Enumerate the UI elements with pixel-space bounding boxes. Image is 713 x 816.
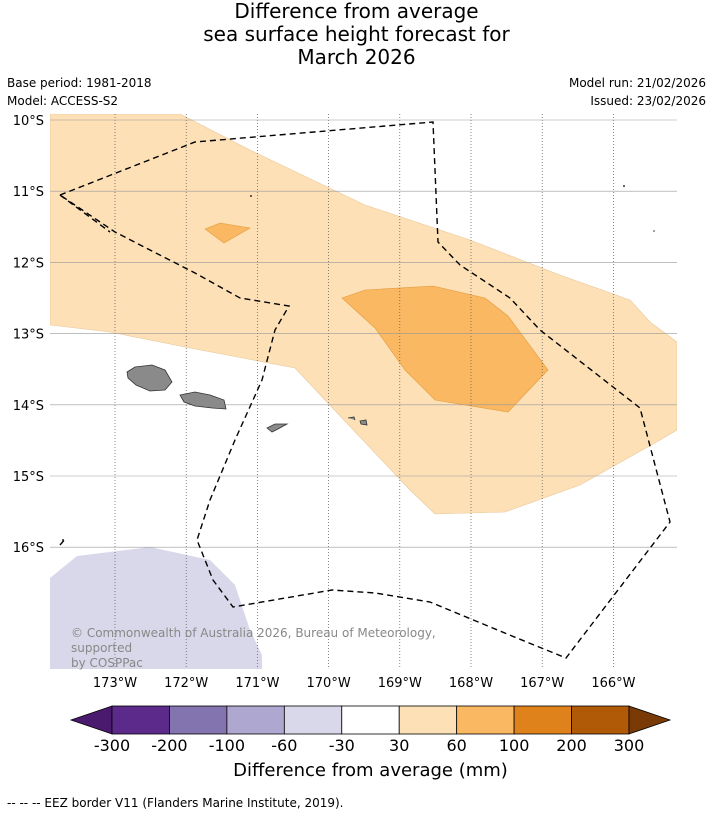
copyright-line-2: by COSPPac — [71, 656, 143, 670]
island-upolu — [179, 391, 227, 410]
eez-legend: -- -- -- EEZ border V11 (Flanders Marine… — [7, 796, 344, 810]
colorbar-tick-label: 300 — [613, 736, 645, 755]
longitude-label: 166°W — [591, 676, 635, 691]
island-savaii — [126, 364, 173, 392]
island-manua — [347, 416, 368, 426]
colorbar-segment — [571, 705, 630, 735]
latitude-label: 10°S — [13, 114, 44, 129]
anomaly-region-60-100-main — [341, 285, 549, 413]
eez-borders — [59, 121, 671, 659]
model-run: Model run: 21/02/2026 — [568, 76, 706, 90]
longitude-label: 168°W — [449, 676, 493, 691]
title-line-3: March 2026 — [297, 45, 416, 69]
base-period: Base period: 1981-2018 — [7, 76, 152, 90]
longitude-label: 167°W — [520, 676, 564, 691]
colorbar-segment — [341, 705, 400, 735]
colorbar-tick-label: -200 — [151, 736, 188, 755]
longitude-label: 170°W — [307, 676, 351, 691]
latitude-label: 13°S — [13, 328, 44, 343]
longitude-label: 172°W — [164, 676, 208, 691]
anomaly-region-60-100-small — [204, 222, 251, 244]
anomaly-region-minus30-minus60 — [50, 547, 262, 669]
latitude-label: 11°S — [13, 185, 44, 200]
colorbar-segment — [226, 705, 285, 735]
colorbar-segment — [169, 705, 228, 735]
latitude-label: 12°S — [13, 256, 44, 271]
colorbar-extend-low — [69, 705, 113, 735]
meta-left: Base period: 1981-2018 Model: ACCESS-S2 — [7, 74, 152, 110]
gridlines — [50, 114, 677, 669]
chart-title: Difference from average sea surface heig… — [0, 0, 713, 69]
issued-date: Issued: 23/02/2026 — [590, 94, 706, 108]
colorbar-tick-label: -300 — [93, 736, 131, 755]
colorbar-tick-label: -60 — [271, 736, 298, 755]
islet-1 — [250, 195, 252, 197]
model-name: Model: ACCESS-S2 — [7, 94, 119, 108]
latitude-axis: 10°S 11°S 12°S 13°S 14°S 15°S 16°S — [13, 114, 44, 556]
title-line-2: sea surface height forecast for — [203, 22, 510, 46]
copyright-notice: © Commonwealth of Australia 2026, Bureau… — [71, 626, 491, 671]
colorbar-tick-label: 60 — [446, 736, 467, 755]
eez-border-small — [59, 537, 67, 546]
colorbar-extend-high — [628, 705, 672, 735]
colorbar-segment — [111, 705, 170, 735]
colorbar-segment — [283, 705, 343, 735]
eez-border-samoa-west — [59, 194, 111, 233]
eez-border-tokelau — [59, 121, 671, 659]
islet-2 — [623, 185, 625, 187]
colorbar-tick-label: 200 — [556, 736, 587, 755]
colorbar-title: Difference from average (mm) — [233, 760, 508, 781]
title-line-1: Difference from average — [234, 0, 479, 23]
colorbar-tick-label: -100 — [208, 736, 246, 755]
colorbar-tick-labels: -300 -200 -100 -60 -30 30 60 100 200 300 — [0, 736, 713, 756]
colorbar-segment — [398, 705, 458, 735]
colorbar — [69, 705, 672, 735]
latitude-label: 16°S — [13, 541, 44, 556]
colorbar-segment — [513, 705, 572, 735]
islet-3 — [653, 230, 655, 232]
colorbar-tick-label: -30 — [328, 736, 355, 755]
map-area — [50, 114, 677, 669]
latitude-label: 15°S — [13, 470, 44, 485]
island-tutuila — [266, 423, 289, 433]
longitude-label: 173°W — [93, 676, 137, 691]
longitude-axis: 173°W 172°W 171°W 170°W 169°W 168°W 167°W 166°W — [93, 676, 636, 691]
longitude-label: 169°W — [378, 676, 422, 691]
colorbar-segment — [456, 705, 515, 735]
copyright-line-1: © Commonwealth of Australia 2026, Bureau… — [71, 626, 436, 655]
meta-right: Model run: 21/02/2026 Issued: 23/02/2026 — [569, 74, 706, 110]
colorbar-tick-label: 30 — [389, 736, 410, 755]
colorbar-tick-label: 100 — [498, 736, 530, 755]
longitude-label: 171°W — [235, 676, 279, 691]
latitude-label: 14°S — [13, 399, 44, 414]
